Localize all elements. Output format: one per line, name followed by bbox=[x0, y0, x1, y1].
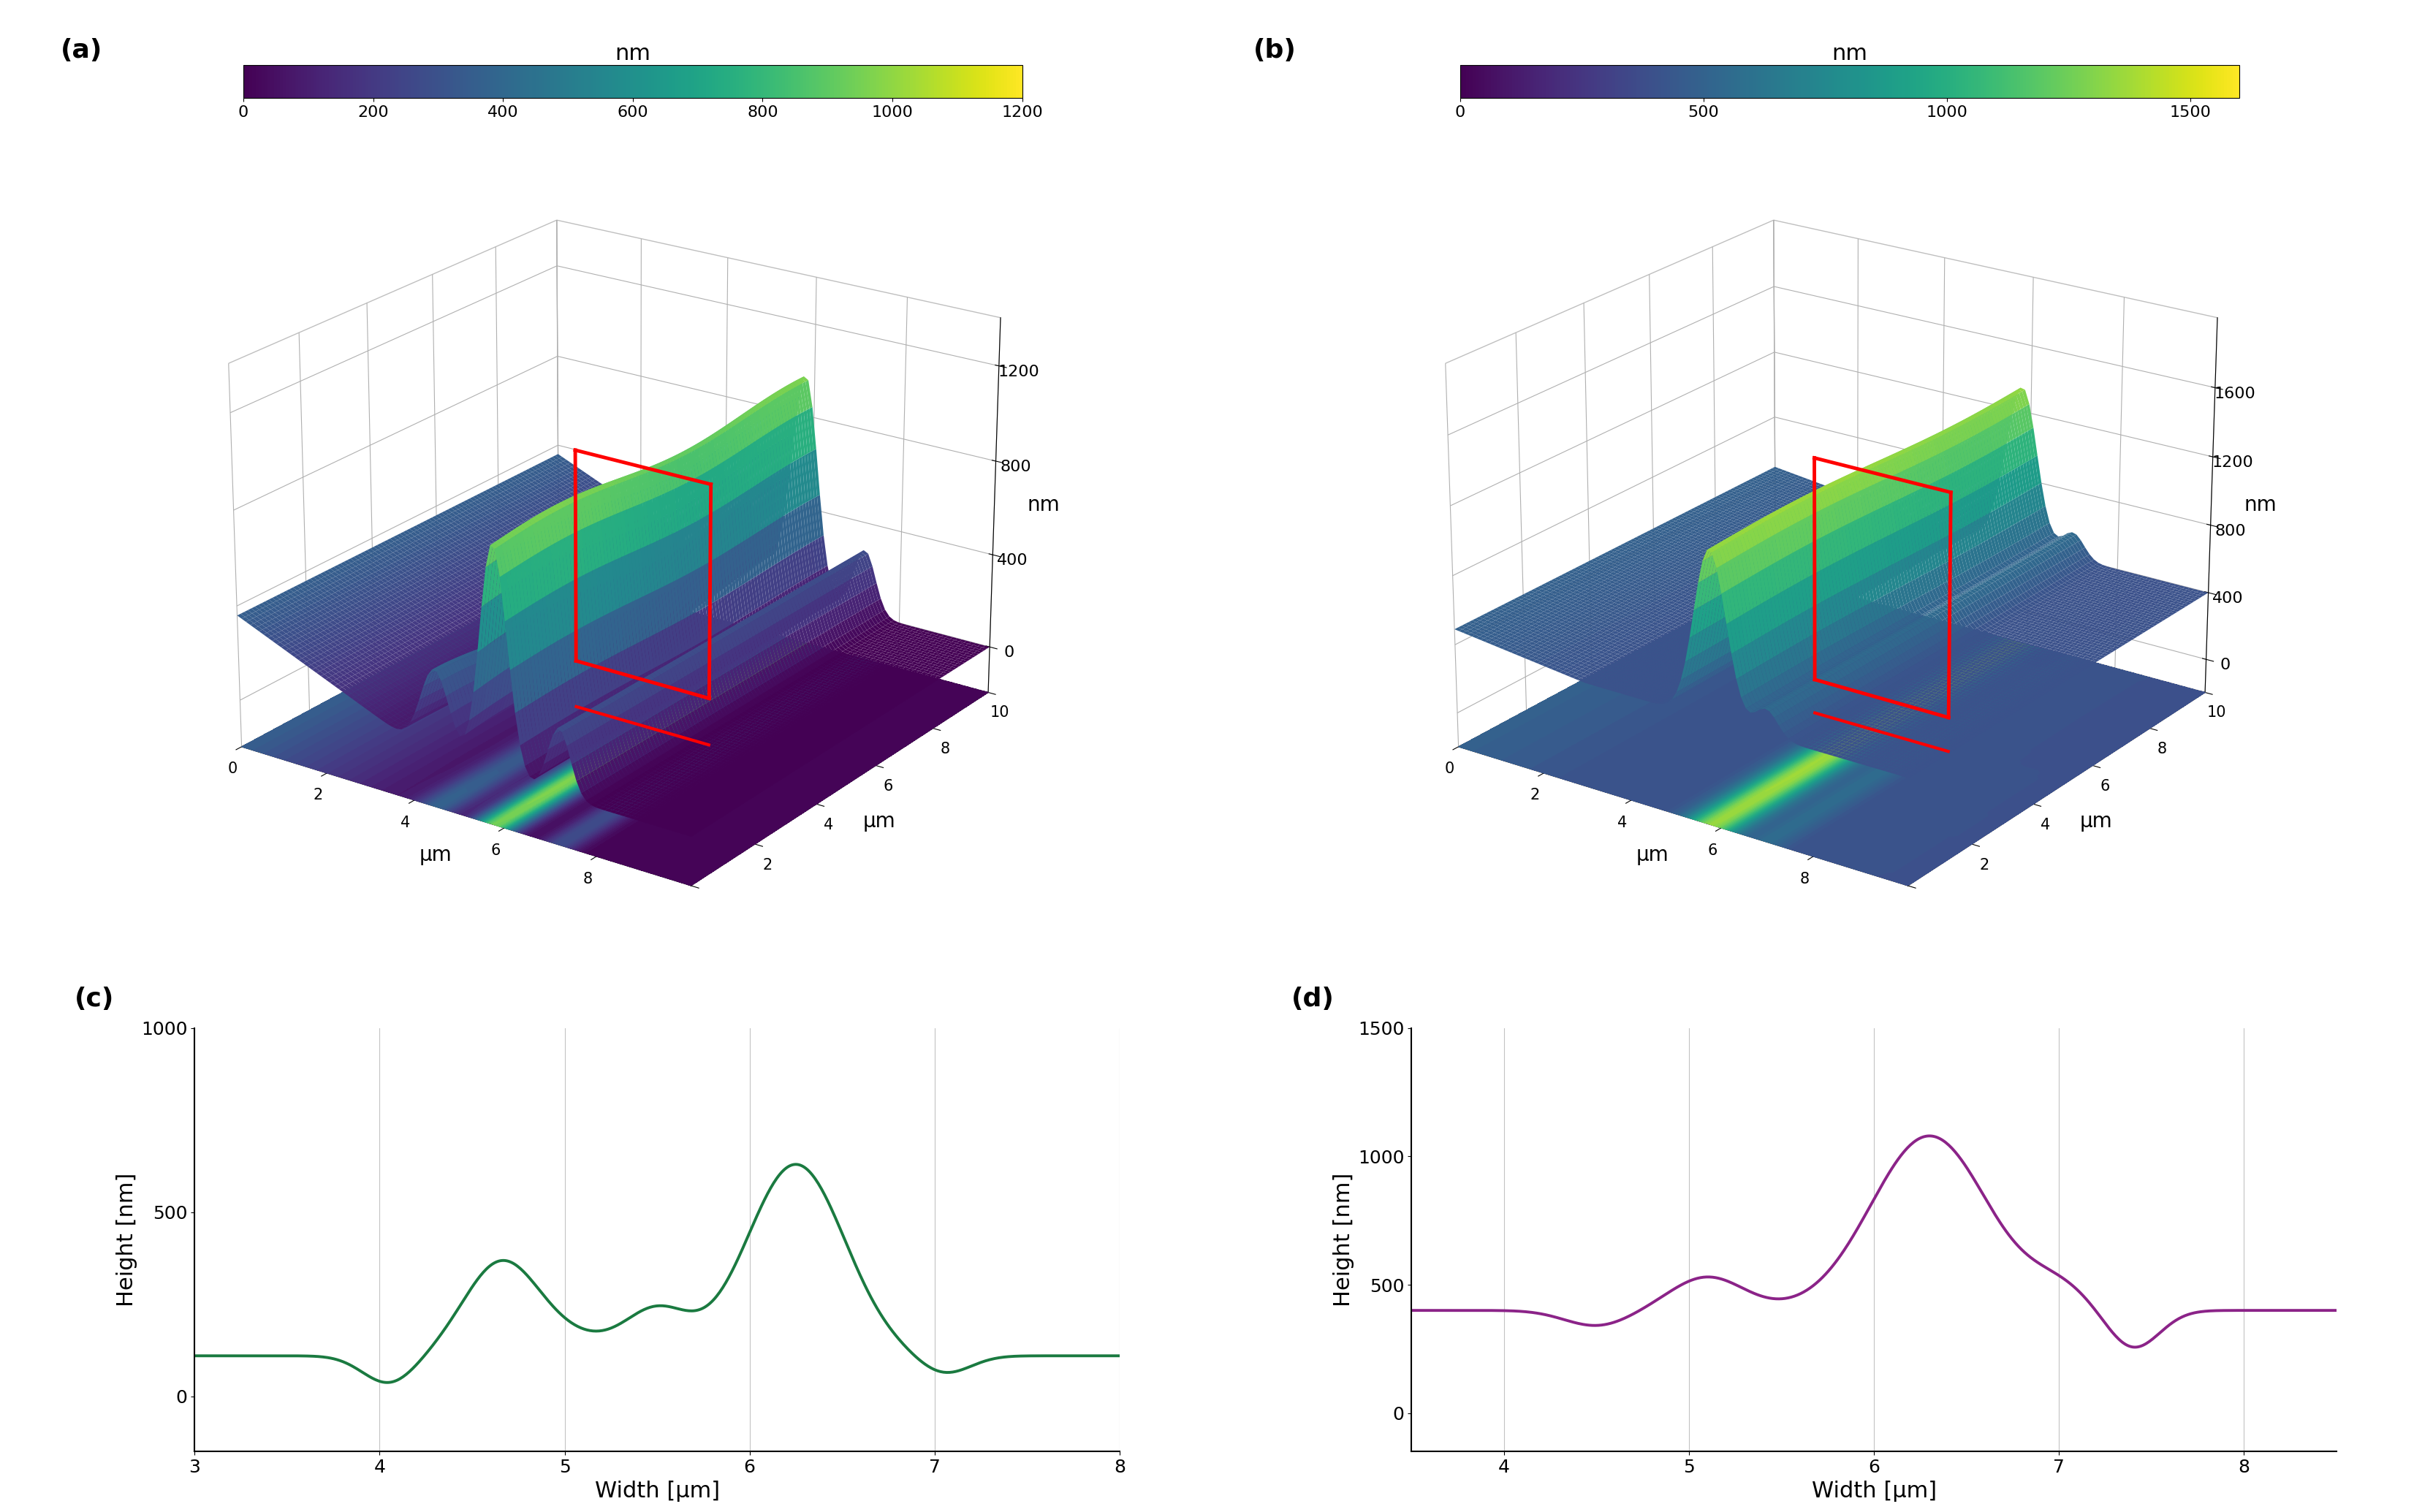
Title: nm: nm bbox=[1832, 44, 1866, 65]
X-axis label: Width [μm]: Width [μm] bbox=[1810, 1480, 1937, 1501]
Text: (c): (c) bbox=[75, 986, 114, 1012]
Text: (b): (b) bbox=[1253, 38, 1297, 62]
Text: (a): (a) bbox=[61, 38, 102, 62]
Y-axis label: μm: μm bbox=[2080, 810, 2112, 832]
Title: nm: nm bbox=[616, 44, 650, 65]
X-axis label: Width [μm]: Width [μm] bbox=[594, 1480, 720, 1501]
X-axis label: μm: μm bbox=[1635, 845, 1669, 865]
Y-axis label: μm: μm bbox=[864, 810, 895, 832]
Text: (d): (d) bbox=[1292, 986, 1333, 1012]
X-axis label: μm: μm bbox=[418, 845, 453, 865]
Y-axis label: Height [nm]: Height [nm] bbox=[1333, 1173, 1353, 1306]
Y-axis label: Height [nm]: Height [nm] bbox=[117, 1173, 136, 1306]
